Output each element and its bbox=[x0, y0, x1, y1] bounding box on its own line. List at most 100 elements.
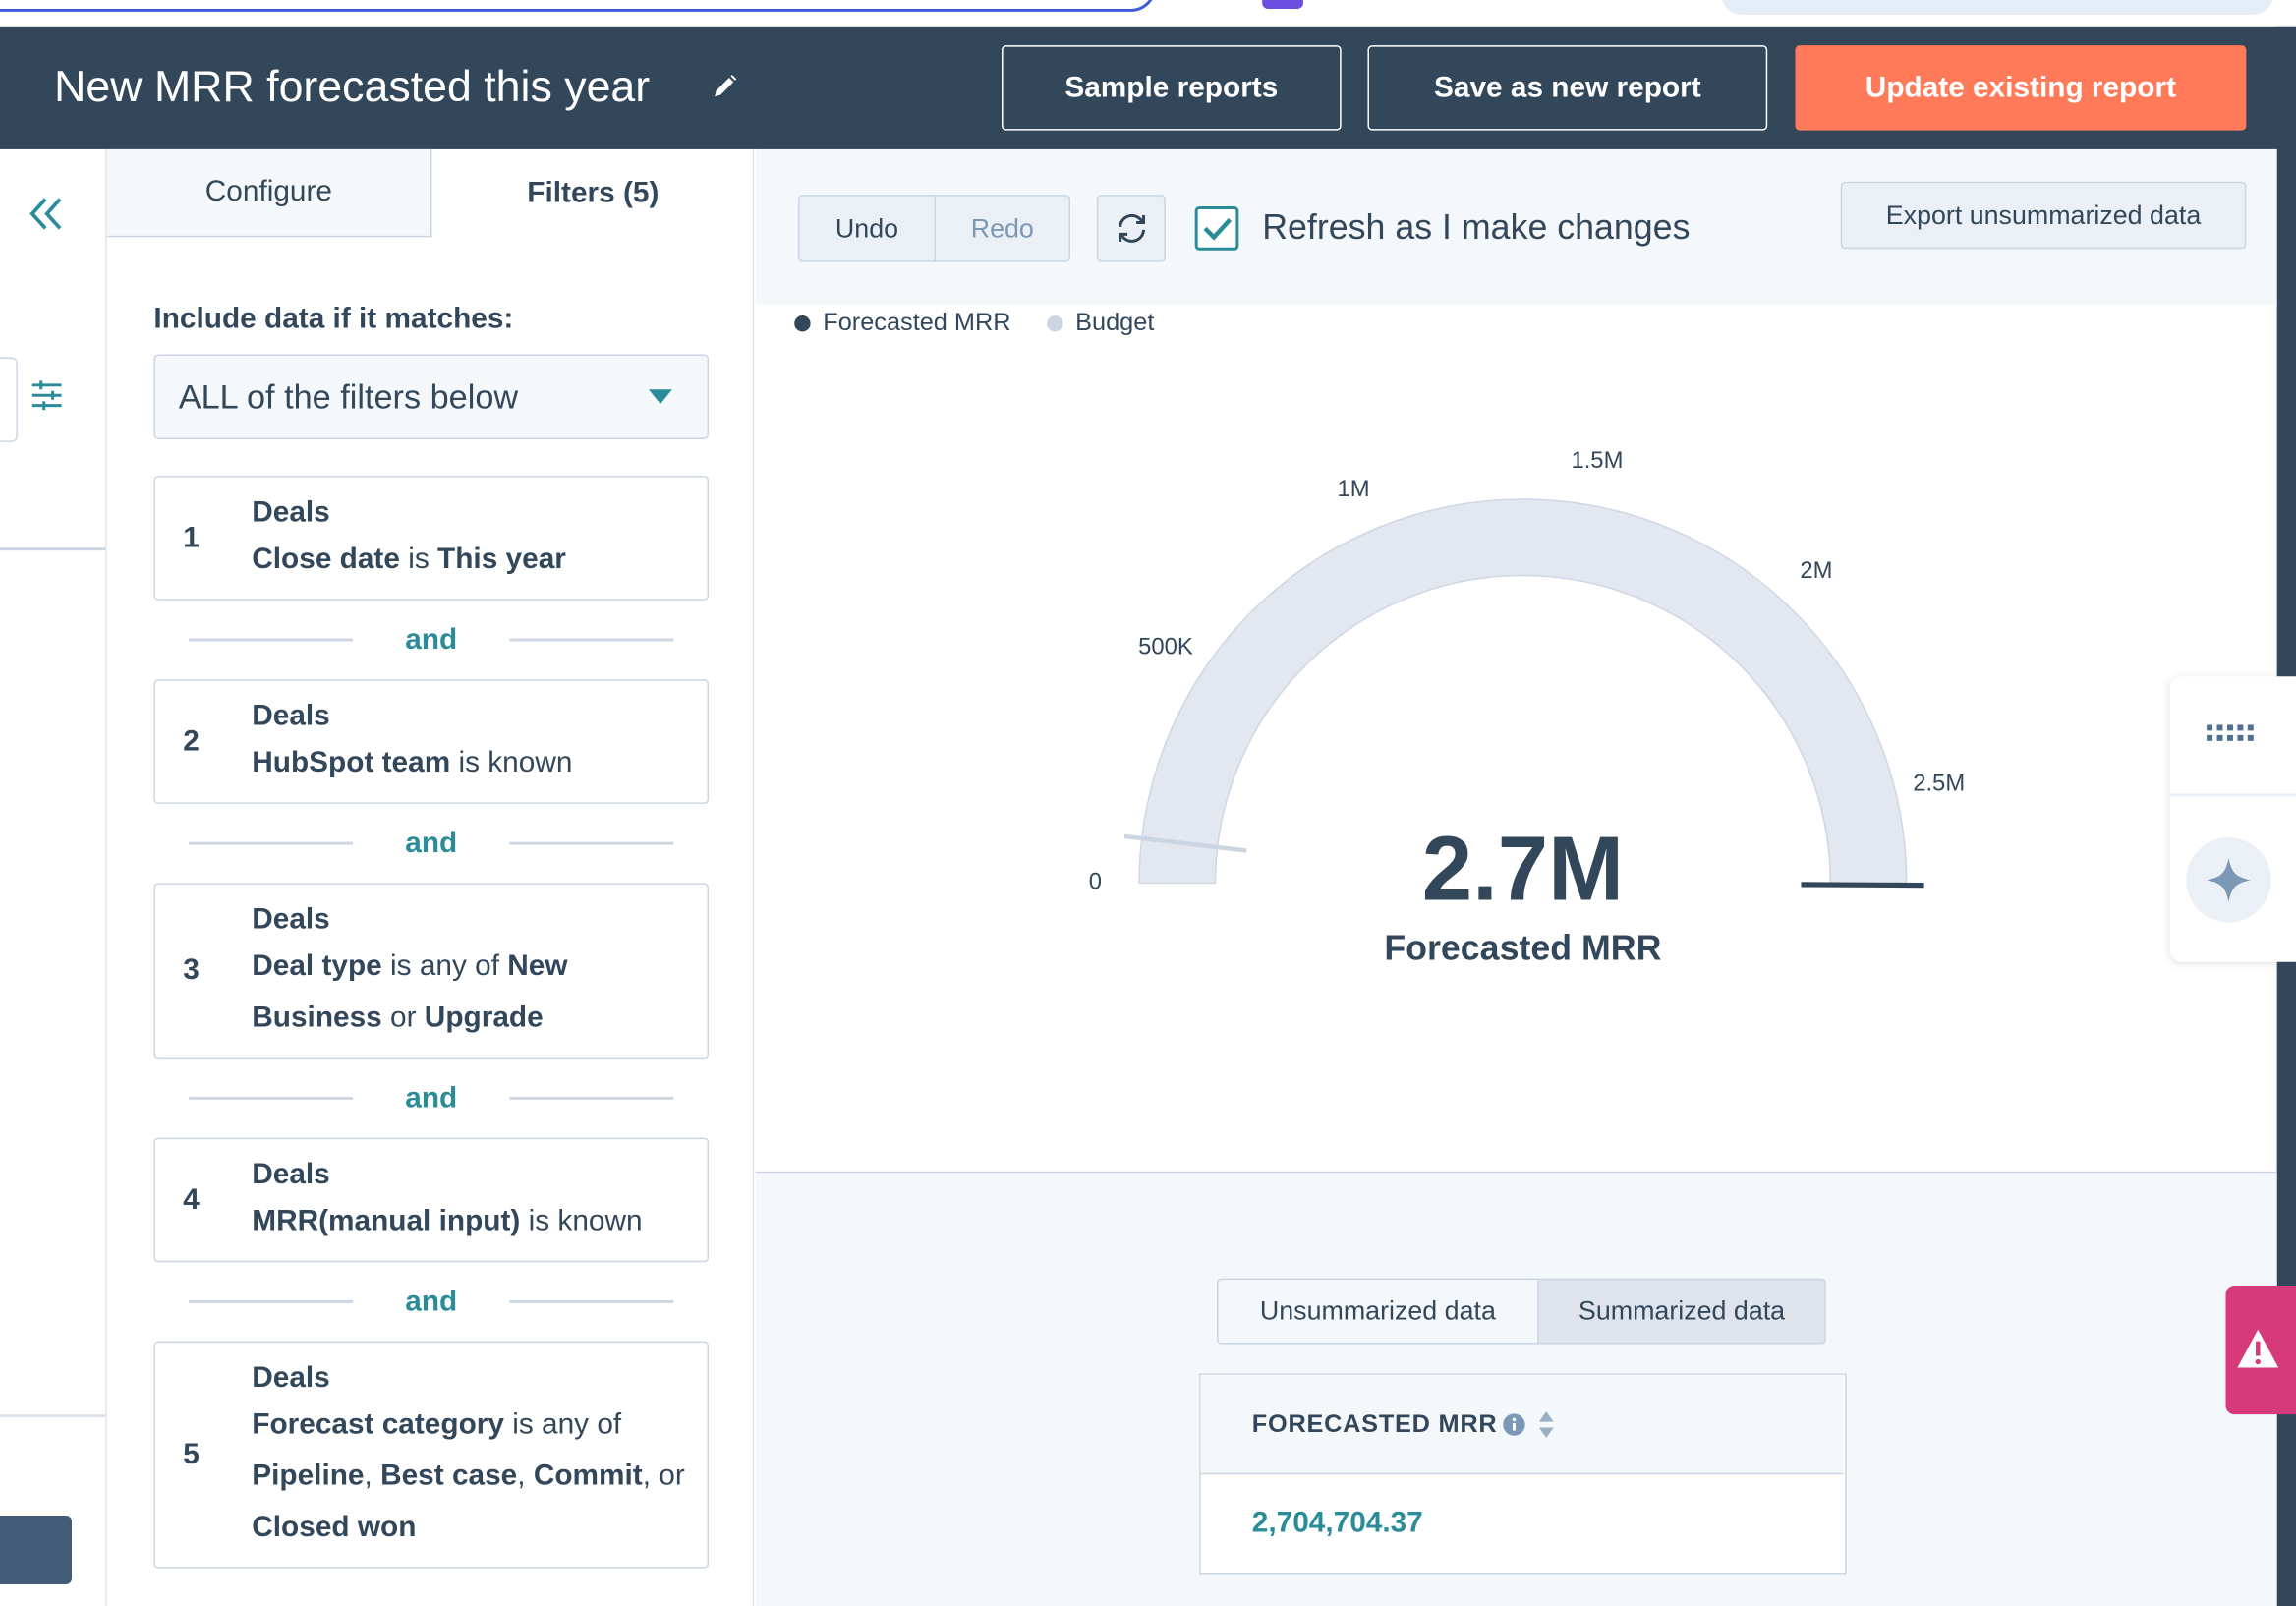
rail-box[interactable] bbox=[0, 357, 18, 442]
condition-text: is any of bbox=[503, 1408, 622, 1441]
condition-field: Deal type bbox=[252, 949, 382, 983]
joiner-line bbox=[509, 842, 674, 845]
filter-card[interactable]: 1 Deals Close date is This year bbox=[153, 476, 710, 601]
condition-field: Forecast category bbox=[252, 1408, 504, 1441]
legend-label: Budget bbox=[1075, 309, 1154, 336]
filter-condition: MRR(manual input) is known bbox=[252, 1196, 686, 1247]
filter-object: Deals bbox=[252, 1158, 330, 1191]
joiner-line bbox=[509, 1300, 674, 1303]
top-pill[interactable] bbox=[1720, 0, 2274, 15]
configure-tab[interactable]: Configure bbox=[106, 148, 432, 238]
joiner-line bbox=[188, 842, 353, 845]
report-title: New MRR forecasted this year bbox=[54, 63, 651, 112]
rail-divider bbox=[0, 547, 106, 550]
check-mark bbox=[1203, 217, 1233, 241]
filter-card[interactable]: 3 Deals Deal type is any of New Business o… bbox=[153, 883, 710, 1060]
filter-number: 3 bbox=[183, 953, 200, 987]
rail-button[interactable] bbox=[0, 1515, 73, 1584]
filter-card[interactable]: 4 Deals MRR(manual input) is known bbox=[153, 1137, 710, 1263]
condition-field: Pipeline bbox=[252, 1460, 365, 1493]
column-header[interactable]: FORECASTED MRR bbox=[1251, 1409, 1498, 1438]
save-new-button[interactable]: Save as new report bbox=[1367, 45, 1768, 131]
condition-text: is known bbox=[450, 746, 573, 779]
budget-marker bbox=[1123, 833, 1247, 853]
filter-card[interactable]: 2 Deals HubSpot team is known bbox=[153, 679, 710, 804]
condition-field: MRR(manual input) bbox=[252, 1205, 521, 1237]
joiner-line bbox=[188, 1300, 353, 1303]
condition-text: is bbox=[399, 543, 438, 576]
redo-button[interactable]: Redo bbox=[934, 195, 1071, 262]
legend-dot bbox=[1047, 315, 1063, 332]
condition-field: Best case bbox=[380, 1460, 518, 1493]
filter-list: 1 Deals Close date is This year and 2 Deals Hu… bbox=[153, 476, 710, 1569]
condition-text: or bbox=[381, 1002, 425, 1034]
condition-field: HubSpot team bbox=[252, 746, 451, 779]
legend-label: Forecasted MRR bbox=[823, 309, 1010, 336]
condition-field: Upgrade bbox=[424, 1002, 544, 1034]
filter-condition: Deal type is any of New Business or Upgr… bbox=[252, 942, 686, 1044]
refresh-button[interactable] bbox=[1096, 195, 1166, 262]
joiner-line bbox=[509, 1097, 674, 1100]
sort-icon[interactable] bbox=[1536, 1408, 1557, 1441]
condition-text: , or bbox=[642, 1460, 685, 1493]
condition-text: , bbox=[517, 1460, 534, 1493]
joiner-line bbox=[188, 1097, 353, 1100]
assistant-button[interactable] bbox=[2185, 836, 2272, 924]
filter-number: 1 bbox=[183, 521, 200, 554]
joiner-label: and bbox=[405, 1081, 458, 1114]
gauge-tick-label: 1.5M bbox=[1571, 447, 1623, 474]
table-cell: 2,704,704.37 bbox=[1251, 1507, 1423, 1539]
side-widget bbox=[2169, 676, 2296, 962]
gauge-value: 2.7M bbox=[1422, 817, 1624, 919]
filter-object: Deals bbox=[252, 700, 330, 732]
data-table: FORECASTED MRR 2,704,704.37 bbox=[1199, 1373, 1847, 1575]
filter-number: 4 bbox=[183, 1182, 200, 1216]
info-icon[interactable] bbox=[1503, 1413, 1526, 1437]
filter-joiner: and bbox=[153, 1262, 709, 1341]
filter-condition: Forecast category is any of Pipeline, Be… bbox=[252, 1400, 686, 1553]
condition-field: Closed won bbox=[252, 1511, 417, 1544]
warning-icon bbox=[2237, 1329, 2279, 1368]
edit-icon[interactable] bbox=[709, 68, 744, 103]
search-box[interactable] bbox=[0, 0, 1157, 12]
joiner-line bbox=[509, 638, 674, 642]
filter-number: 5 bbox=[183, 1437, 200, 1470]
filter-heading: Include data if it matches: bbox=[153, 303, 514, 336]
undo-button[interactable]: Undo bbox=[797, 195, 936, 262]
joiner-line bbox=[188, 638, 353, 642]
filter-icon[interactable] bbox=[29, 377, 65, 413]
summarized-tab[interactable]: Summarized data bbox=[1537, 1278, 1826, 1345]
condition-field: Close date bbox=[252, 543, 400, 576]
unsummarized-tab[interactable]: Unsummarized data bbox=[1217, 1278, 1539, 1345]
collapse-icon[interactable] bbox=[27, 194, 68, 235]
update-button[interactable]: Update existing report bbox=[1795, 45, 2247, 131]
filter-joiner: and bbox=[153, 1059, 709, 1137]
condition-field: New Business bbox=[252, 949, 568, 1034]
rail-divider bbox=[0, 1414, 106, 1417]
filter-joiner: and bbox=[153, 804, 709, 883]
refresh-checkbox[interactable] bbox=[1194, 206, 1239, 251]
sample-reports-button[interactable]: Sample reports bbox=[1002, 45, 1342, 131]
match-label: ALL of the filters below bbox=[178, 377, 519, 417]
match-dropdown[interactable]: ALL of the filters below bbox=[153, 354, 710, 439]
caret-icon bbox=[648, 389, 672, 405]
filter-object: Deals bbox=[252, 496, 330, 529]
gauge-tick-label: 1M bbox=[1338, 476, 1370, 502]
apps-icon[interactable] bbox=[2206, 723, 2256, 744]
joiner-label: and bbox=[405, 1285, 458, 1318]
forecast-marker bbox=[1801, 882, 1924, 889]
gauge-tick-label: 2M bbox=[1800, 557, 1832, 584]
export-button[interactable]: Export unsummarized data bbox=[1840, 181, 2247, 250]
filter-number: 2 bbox=[183, 724, 200, 758]
gauge-chart: Forecasted MRR Budget 0 500K 1M 1.5M 2M 2.5M 2.7… bbox=[794, 309, 1965, 967]
app-icon[interactable] bbox=[1262, 0, 1303, 9]
joiner-label: and bbox=[405, 826, 458, 859]
gauge-track bbox=[1138, 498, 1908, 885]
alert-tab[interactable] bbox=[2225, 1286, 2296, 1415]
table-header bbox=[1200, 1374, 1844, 1475]
filter-card[interactable]: 5 Deals Forecast category is any of Pipeli… bbox=[153, 1341, 710, 1569]
filters-tab[interactable]: Filters (5) bbox=[527, 176, 660, 209]
